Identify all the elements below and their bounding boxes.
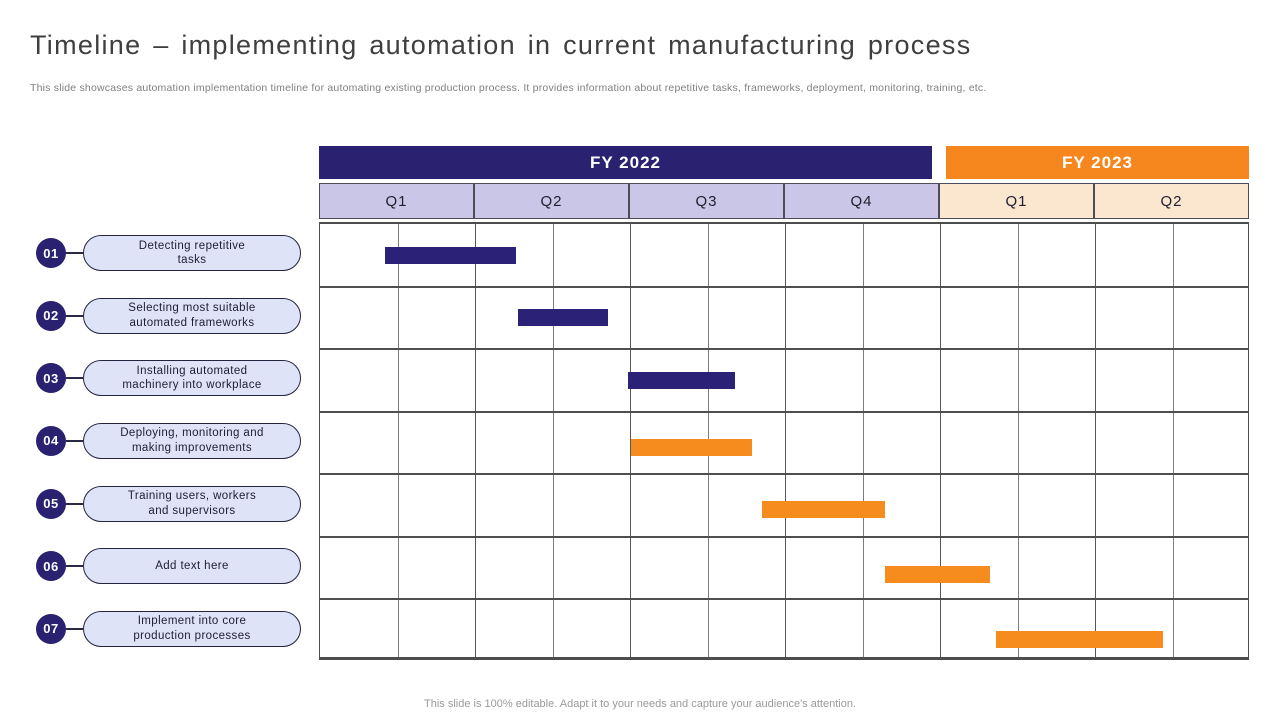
grid-line-horizontal <box>320 473 1248 476</box>
quarter-cell: Q3 <box>629 183 784 219</box>
slide-footer: This slide is 100% editable. Adapt it to… <box>424 698 856 710</box>
task-row: 02 Selecting most suitable automated frame… <box>36 285 301 348</box>
task-number-badge: 05 <box>36 488 66 519</box>
grid-line-horizontal <box>320 535 1248 538</box>
task-label-pill: Detecting repetitive tasks <box>83 235 301 272</box>
task-row: 07 Implement into core production processe… <box>36 597 301 660</box>
task-number-badge: 02 <box>36 300 66 331</box>
grid-line-vertical <box>1095 224 1096 657</box>
slide-subtitle: This slide showcases automation implemen… <box>30 82 987 94</box>
task-connector-line <box>66 439 83 442</box>
task-row: 04 Deploying, monitoring and making improv… <box>36 410 301 473</box>
fiscal-year-header: FY 2023 <box>946 146 1249 179</box>
task-number-badge: 06 <box>36 551 66 582</box>
grid-line-vertical <box>397 224 399 657</box>
gantt-bar <box>884 565 990 583</box>
grid-line-vertical <box>940 224 941 657</box>
grid-line-vertical <box>475 224 476 657</box>
task-connector-line <box>66 314 83 317</box>
task-row: 05 Training users, workers and supervisors <box>36 472 301 535</box>
grid-line-horizontal <box>320 285 1248 288</box>
task-label: machinery into workplace <box>122 379 262 392</box>
gantt-bar <box>630 438 752 456</box>
task-connector-line <box>66 627 83 630</box>
grid-line-vertical <box>630 224 631 657</box>
task-connector-line <box>66 502 83 505</box>
task-connector-line <box>66 377 83 380</box>
task-label-pill: Training users, workers and supervisors <box>83 485 301 522</box>
task-row: 06 Add text here <box>36 535 301 598</box>
task-label: Detecting repetitive <box>138 239 246 252</box>
fiscal-year-header: FY 2022 <box>319 146 932 179</box>
grid-line-vertical <box>862 224 864 657</box>
gantt-bar <box>384 246 517 264</box>
fiscal-year-header-row: FY 2022 FY 2023 <box>319 146 1249 179</box>
task-label-pill: Deploying, monitoring and making improvem… <box>83 422 301 459</box>
gantt-bar <box>762 501 885 519</box>
task-row: 01 Detecting repetitive tasks <box>36 222 301 285</box>
grid-line-horizontal <box>320 410 1248 413</box>
task-label: Deploying, monitoring and <box>120 427 264 440</box>
gantt-grid-body <box>319 222 1249 660</box>
task-label: production processes <box>133 629 251 642</box>
gantt-chart: FY 2022 FY 2023 Q1 Q2 Q3 Q4 Q1 Q2 <box>319 146 1249 663</box>
task-number-badge: 04 <box>36 425 66 456</box>
task-connector-line <box>66 252 83 255</box>
grid-line-vertical <box>785 224 786 657</box>
task-row: 03 Installing automated machinery into wor… <box>36 347 301 410</box>
slide-title: Timeline – implementing automation in cu… <box>30 30 972 60</box>
task-label: making improvements <box>131 441 253 454</box>
task-label: Selecting most suitable <box>128 302 256 315</box>
task-label: Implement into core <box>137 615 247 628</box>
task-number-badge: 01 <box>36 238 66 269</box>
gantt-bar <box>995 631 1163 649</box>
quarter-cell: Q2 <box>1094 183 1249 219</box>
quarter-cell: Q1 <box>939 183 1094 219</box>
task-label: and supervisors <box>148 504 236 517</box>
grid-line-vertical <box>1017 224 1019 657</box>
quarter-header-row: Q1 Q2 Q3 Q4 Q1 Q2 <box>319 183 1249 219</box>
grid-line-horizontal <box>320 348 1248 351</box>
gantt-bar <box>517 309 608 327</box>
task-label-pill: Add text here <box>83 548 301 585</box>
task-number-badge: 03 <box>36 363 66 394</box>
quarter-cell: Q2 <box>474 183 629 219</box>
grid-line-vertical <box>1172 224 1174 657</box>
task-label-pill: Implement into core production processes <box>83 610 301 647</box>
task-label: Installing automated <box>136 364 248 377</box>
task-label: automated frameworks <box>129 316 255 329</box>
task-label: Training users, workers <box>127 490 257 503</box>
quarter-cell: Q1 <box>319 183 474 219</box>
task-connector-line <box>66 565 83 568</box>
task-label: tasks <box>177 254 207 267</box>
grid-line-horizontal <box>320 598 1248 601</box>
gantt-bar <box>627 371 735 389</box>
grid-line-vertical <box>552 224 554 657</box>
task-number-badge: 07 <box>36 613 66 644</box>
task-label-pill: Selecting most suitable automated framewo… <box>83 297 301 334</box>
task-label-pill: Installing automated machinery into workp… <box>83 360 301 397</box>
task-label: Add text here <box>155 559 229 572</box>
quarter-cell: Q4 <box>784 183 939 219</box>
